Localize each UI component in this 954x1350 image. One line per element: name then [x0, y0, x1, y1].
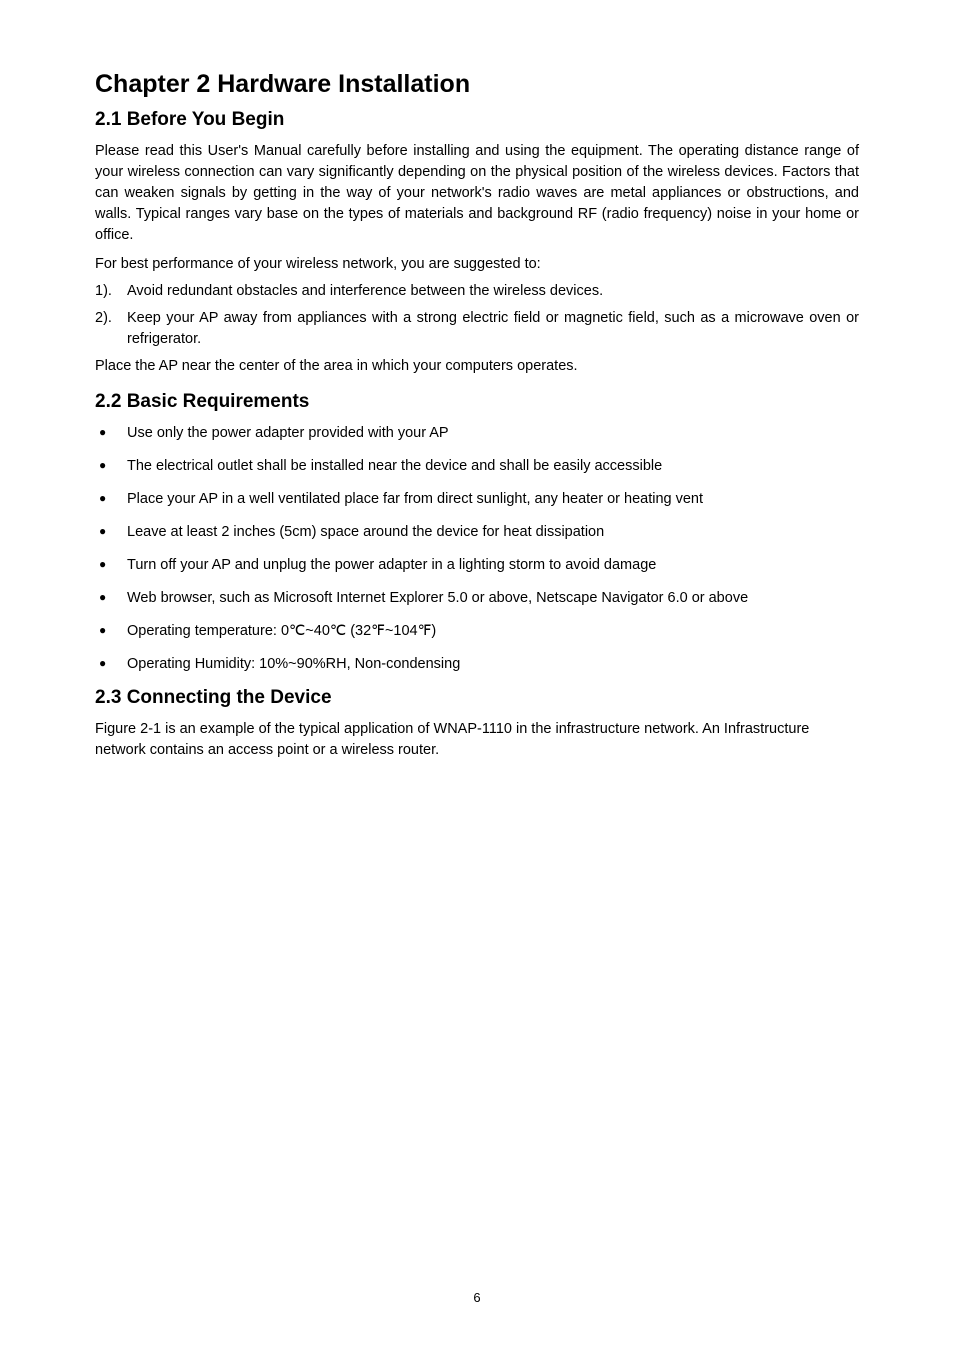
list-text: Keep your AP away from appliances with a… [127, 310, 859, 347]
section-heading-2-1: 2.1 Before You Begin [95, 109, 859, 131]
bullet-item: Place your AP in a well ventilated place… [95, 489, 859, 510]
paragraph: For best performance of your wireless ne… [95, 254, 859, 275]
requirements-list: Use only the power adapter provided with… [95, 423, 859, 675]
list-text: Avoid redundant obstacles and interferen… [127, 283, 603, 299]
paragraph: Place the AP near the center of the area… [95, 356, 859, 377]
paragraph: Please read this User's Manual carefully… [95, 141, 859, 246]
section-heading-2-3: 2.3 Connecting the Device [95, 687, 859, 709]
list-number: 2). [95, 308, 127, 329]
section-heading-2-2: 2.2 Basic Requirements [95, 391, 859, 413]
list-item-1: 1).Avoid redundant obstacles and interfe… [95, 281, 859, 302]
bullet-item: Leave at least 2 inches (5cm) space arou… [95, 522, 859, 543]
bullet-item: The electrical outlet shall be installed… [95, 456, 859, 477]
paragraph: Figure 2-1 is an example of the typical … [95, 719, 859, 761]
bullet-item: Operating Humidity: 10%~90%RH, Non-conde… [95, 654, 859, 675]
bullet-item: Operating temperature: 0℃~40℃ (32℉~104℉) [95, 621, 859, 642]
list-number: 1). [95, 281, 127, 302]
list-item-2: 2).Keep your AP away from appliances wit… [95, 308, 859, 350]
bullet-item: Web browser, such as Microsoft Internet … [95, 588, 859, 609]
bullet-item: Turn off your AP and unplug the power ad… [95, 555, 859, 576]
bullet-item: Use only the power adapter provided with… [95, 423, 859, 444]
page-number: 6 [0, 1290, 954, 1305]
chapter-title: Chapter 2 Hardware Installation [95, 70, 859, 99]
